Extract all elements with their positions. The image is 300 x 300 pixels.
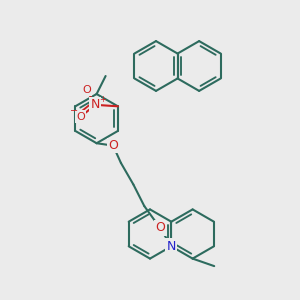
Text: O: O	[82, 85, 91, 95]
Text: N: N	[91, 98, 100, 111]
Text: O: O	[76, 112, 85, 122]
Text: O: O	[155, 221, 165, 234]
Text: +: +	[100, 95, 106, 104]
Text: N: N	[167, 240, 176, 253]
Text: −: −	[70, 106, 79, 116]
Text: O: O	[108, 139, 118, 152]
